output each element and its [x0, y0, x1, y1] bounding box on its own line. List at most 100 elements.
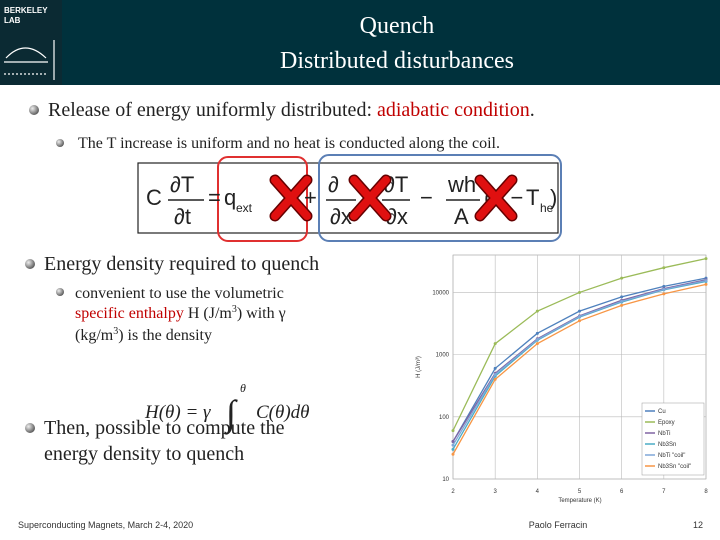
legend-label: NbTi "coil" — [658, 453, 685, 459]
bullet-icon — [56, 288, 64, 296]
eq-term: q — [224, 185, 236, 210]
footer-left: Superconducting Magnets, March 2-4, 2020 — [18, 520, 193, 530]
formula-term: H(θ) = γ — [144, 402, 211, 423]
bullet-icon — [56, 139, 64, 147]
data-point — [535, 342, 539, 346]
eq-term: A — [454, 204, 469, 229]
data-point — [451, 447, 455, 451]
slide-subtitle: Distributed disturbances — [280, 48, 514, 74]
legend-label: Epoxy — [658, 420, 675, 426]
data-point — [620, 276, 624, 280]
footer-center: Paolo Ferracin — [529, 520, 588, 530]
data-point — [620, 303, 624, 307]
equation-frame — [137, 162, 559, 234]
data-point — [620, 295, 624, 299]
superscript: 3 — [232, 304, 237, 315]
y-axis-label: H (J/m³) — [416, 356, 422, 378]
eq-term: ∂x — [386, 204, 408, 229]
sub-bullet-text: (kg/m3) is the density — [75, 326, 212, 344]
legend-label: Nb3Sn — [658, 442, 676, 448]
data-point — [493, 372, 497, 376]
header-band — [0, 0, 720, 85]
x-axis-label: Temperature (K) — [558, 498, 601, 504]
data-point — [451, 440, 455, 444]
data-point — [451, 443, 455, 447]
x-tick-label: 4 — [536, 489, 540, 495]
chart: H (J/m³) Temperature (K) 10 100 1000 10000 2… — [416, 250, 715, 512]
data-point — [620, 299, 624, 303]
page-number: 12 — [693, 520, 703, 530]
eq-term: T — [526, 185, 539, 210]
eq-term: ∂ — [328, 172, 339, 197]
data-point — [578, 290, 581, 294]
logo-icon — [4, 40, 55, 80]
data-point — [451, 452, 455, 456]
x-tick-label: 2 — [451, 489, 455, 495]
sub-bullet-text: specific enthalpy H (J/m3) with γ — [75, 304, 286, 322]
data-point — [578, 309, 581, 313]
data-point — [662, 266, 666, 270]
bullet-icon — [29, 105, 39, 115]
eq-term: ∂T — [170, 172, 194, 197]
eq-term: + — [304, 185, 317, 210]
slide-title: Quench — [360, 13, 435, 39]
bullet-icon — [25, 259, 35, 269]
legend-label: NbTi — [658, 431, 670, 437]
x-tick-label: 8 — [704, 489, 708, 495]
data-point — [493, 377, 497, 381]
logo-text: LAB — [4, 16, 21, 25]
text: Release of energy uniformly distributed: — [48, 99, 377, 121]
eq-term: C — [146, 185, 162, 210]
data-point — [662, 287, 666, 291]
eq-term: ∂x — [330, 204, 352, 229]
data-point — [535, 338, 539, 342]
y-tick-label: 10000 — [432, 290, 449, 296]
sub-bullet-text: convenient to use the volumetric — [75, 285, 284, 302]
highlight-box — [217, 156, 308, 242]
highlight: specific enthalpy — [75, 305, 184, 322]
bullet-text: energy density to quench — [44, 443, 244, 465]
text: . — [530, 99, 535, 121]
data-point — [578, 319, 581, 323]
x-tick-label: 7 — [662, 489, 666, 495]
highlight: adiabatic condition — [377, 99, 530, 121]
y-tick-label: 1000 — [436, 353, 450, 359]
eq-term: ext — [236, 201, 253, 215]
cross-marks — [269, 174, 518, 222]
data-point — [493, 342, 497, 346]
legend-label: Nb3Sn "coil" — [658, 464, 691, 470]
formula-term: θ — [240, 381, 246, 395]
eq-term: wh — [447, 172, 476, 197]
eq-term: he — [540, 201, 554, 215]
bullet-icon — [25, 423, 35, 433]
sub-bullet-text: The T increase is uniform and no heat is… — [78, 135, 500, 152]
formula-term: ∫ — [224, 393, 238, 435]
text: ) with γ — [237, 305, 286, 322]
text: ) is the density — [118, 327, 212, 344]
y-tick-label: 10 — [442, 477, 449, 483]
data-point — [451, 429, 455, 433]
text: H (J/m — [184, 305, 233, 322]
y-tick-label: 100 — [439, 415, 450, 421]
data-point — [578, 315, 581, 319]
data-point — [704, 257, 708, 261]
x-tick-label: 6 — [620, 489, 624, 495]
data-point — [535, 309, 539, 313]
data-point — [662, 292, 666, 296]
text: (kg/m — [75, 327, 114, 344]
data-point — [704, 282, 708, 286]
data-point — [662, 284, 666, 288]
x-tick-label: 3 — [493, 489, 497, 495]
logo-text: BERKELEY — [4, 6, 48, 15]
eq-term: = — [208, 185, 221, 210]
enthalpy-formula: H(θ) = γ ∫ θ C(θ)dθ — [144, 381, 310, 435]
formula-term: C(θ)dθ — [256, 402, 310, 423]
legend-label: Cu — [658, 409, 666, 415]
highlight-box — [318, 154, 562, 242]
bullet-text: Release of energy uniformly distributed:… — [48, 99, 535, 121]
eq-term: ) — [550, 185, 557, 210]
bullet-text: Then, possible to compute the — [44, 417, 285, 439]
eq-term: − — [420, 185, 433, 210]
logo-area — [0, 0, 62, 85]
data-point — [493, 366, 497, 370]
